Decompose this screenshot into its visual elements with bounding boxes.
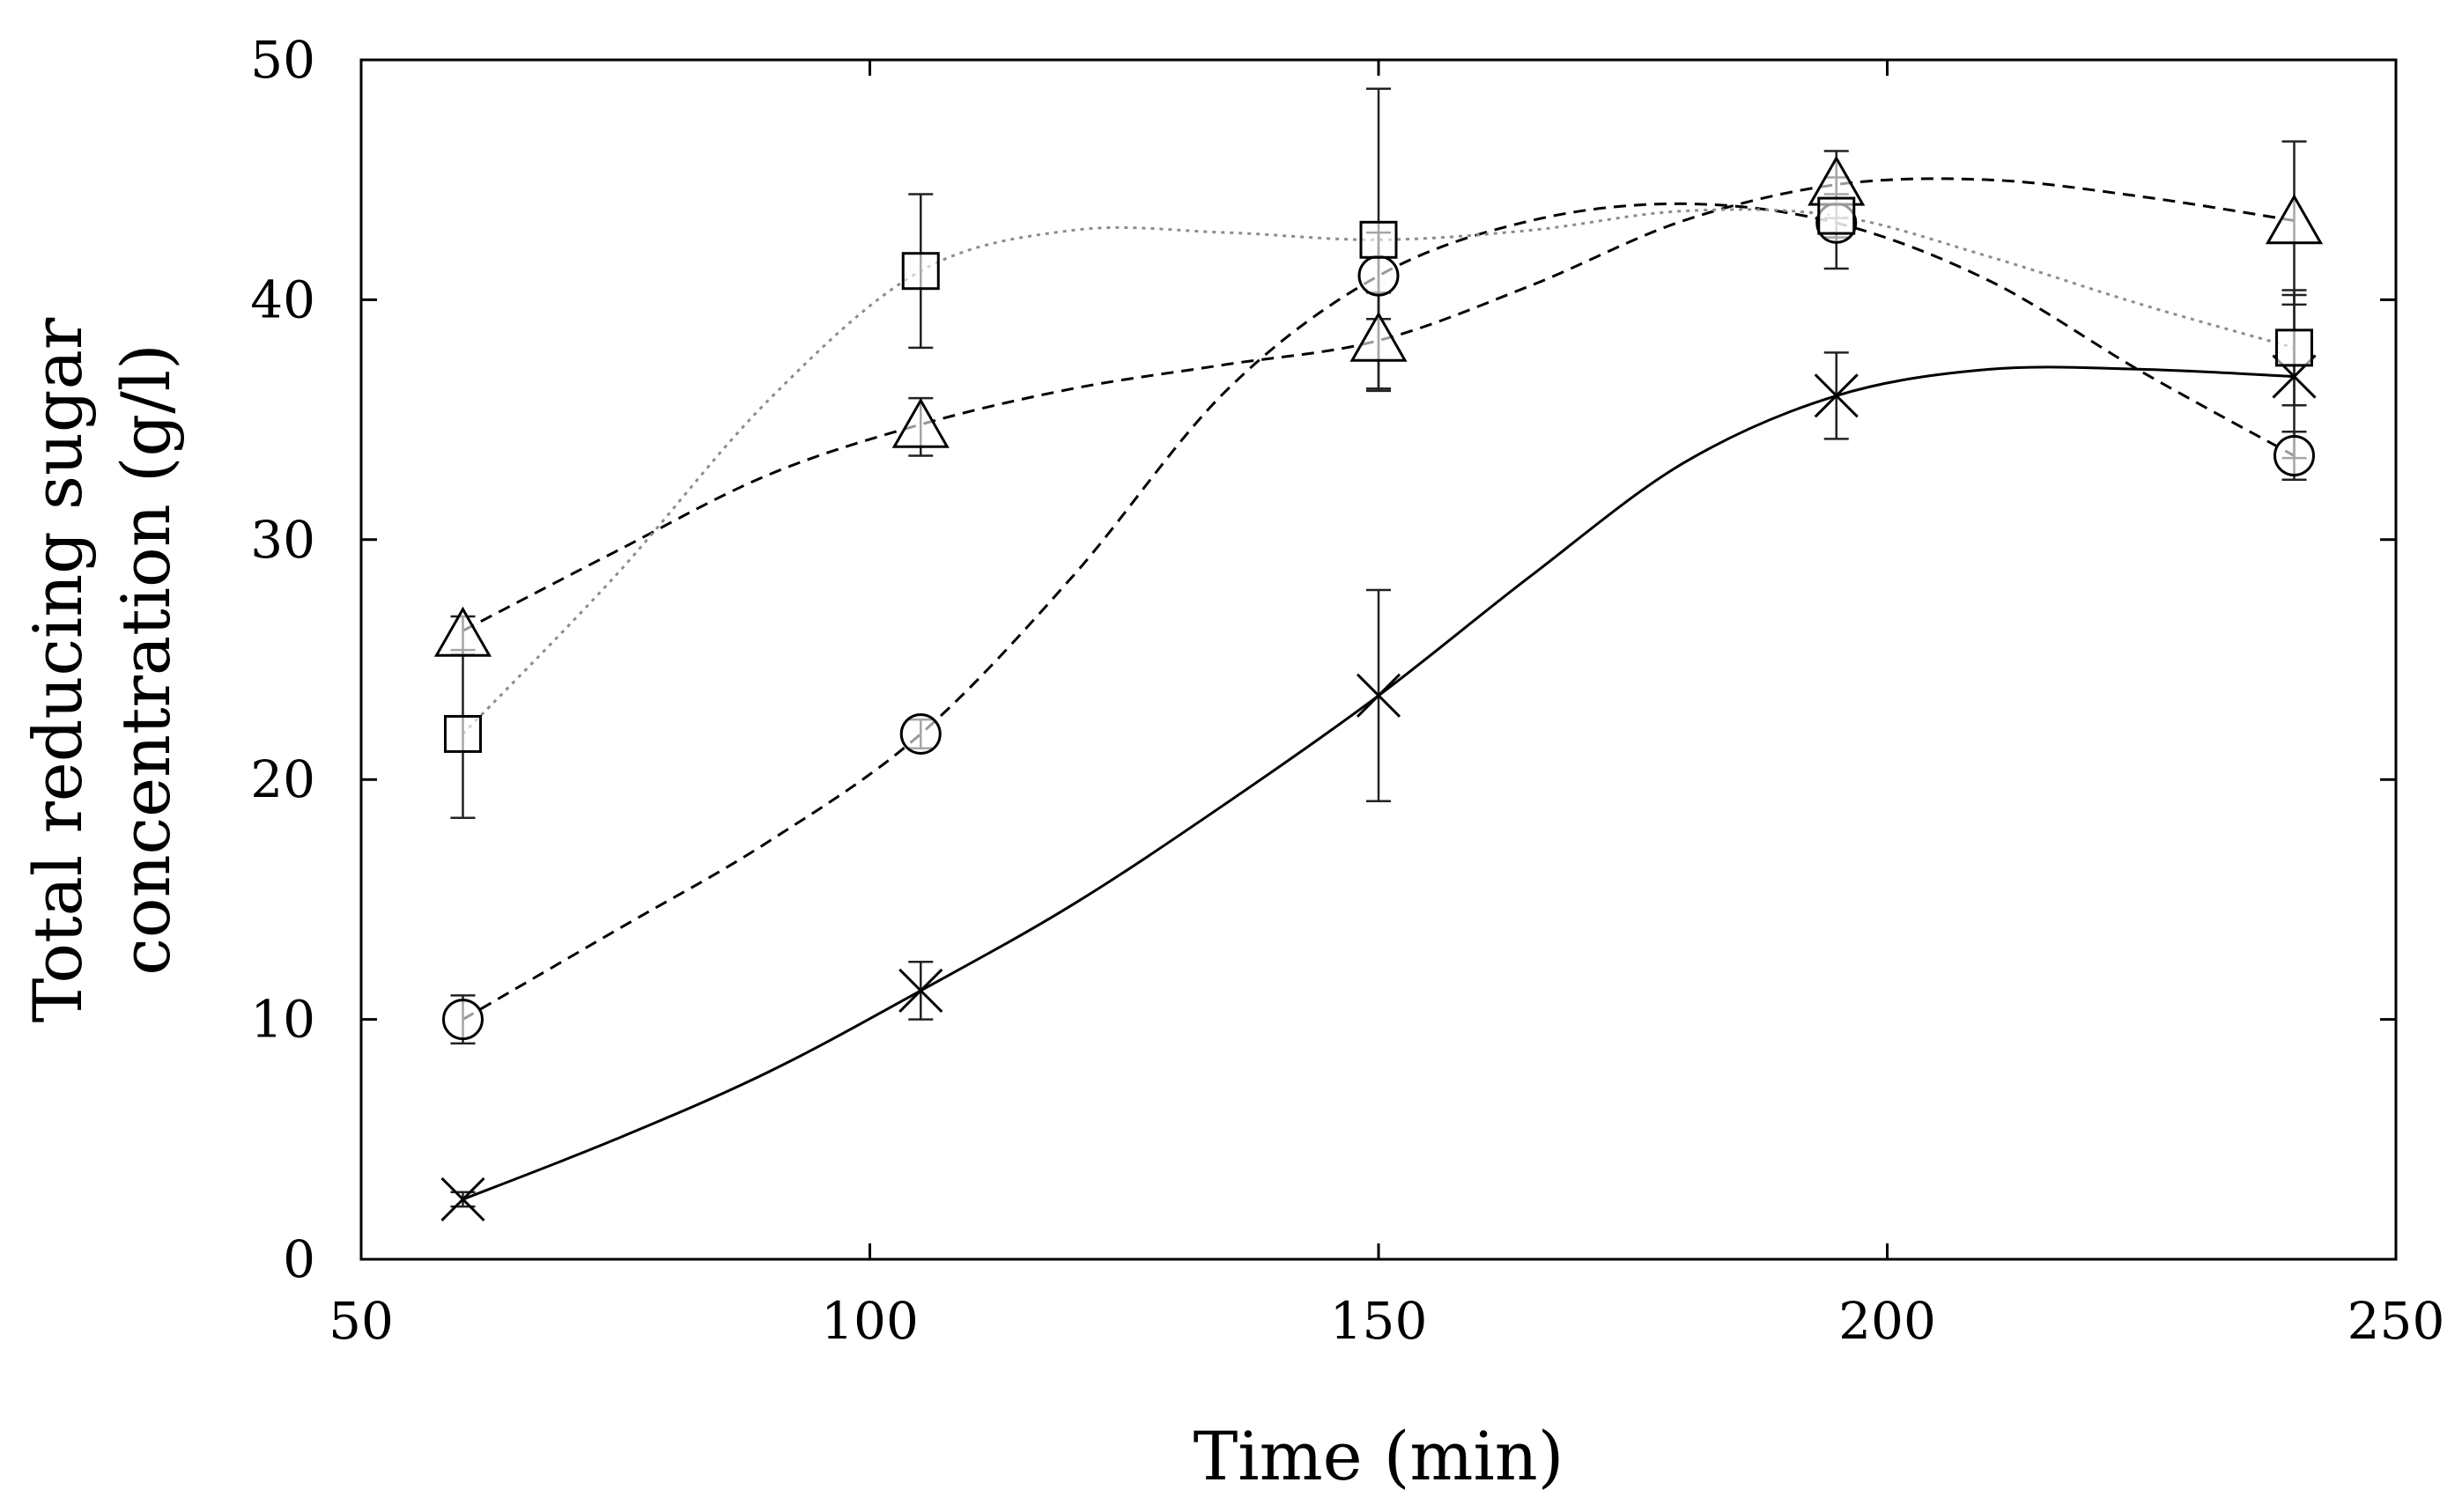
series-line-square [462,208,2295,735]
marker-cross [1814,373,1859,418]
x-tick-label: 200 [1838,1291,1936,1351]
x-tick-label: 100 [821,1291,919,1351]
marker-square [444,714,482,753]
marker-square [1359,220,1398,259]
marker-x-stroke [898,968,943,1013]
y-tick-label: 40 [250,269,315,329]
marker-circle [2273,434,2315,476]
marker-cross [898,968,943,1013]
marker-circle [899,712,942,755]
y-tick-label: 10 [250,990,315,1050]
axis-ticks: 50 100 150 200 250 0 10 20 30 40 50 [250,30,2444,1351]
y-tick-label: 20 [250,749,315,809]
y-tick-label: 0 [283,1229,315,1289]
marker-triangle [2265,194,2324,245]
x-tick-label: 150 [1330,1291,1428,1351]
y-tick-label: 30 [250,510,315,570]
marker-cross [440,1176,485,1221]
marker-cross [1356,673,1401,718]
y-tick-label: 50 [250,30,315,90]
marker-square [901,252,940,291]
y-axis-title-line-2: concentration (g/l) [107,343,185,976]
x-tick-label: 250 [2347,1291,2445,1351]
marker-x-stroke [1814,373,1859,418]
series-line-triangle [462,177,2295,632]
marker-x-stroke [440,1176,485,1221]
marker-circle [1357,254,1400,297]
y-axis-title-line-1: Total reducing sugar [18,317,97,1022]
marker-triangle [891,397,950,448]
series-line-circle [462,202,2296,1021]
marker-triangle [1349,311,1408,362]
marker-square [1817,196,1856,235]
y-axis-title: Total reducing sugar concentration (g/l) [18,297,185,1023]
data-markers [433,155,2324,1221]
x-axis-title: Time (min) [1194,1417,1564,1495]
x-tick-label: 50 [329,1291,394,1351]
marker-circle [442,999,484,1041]
marker-triangle [433,606,492,657]
marker-x-stroke [1356,673,1401,718]
marker-square [2275,328,2313,367]
